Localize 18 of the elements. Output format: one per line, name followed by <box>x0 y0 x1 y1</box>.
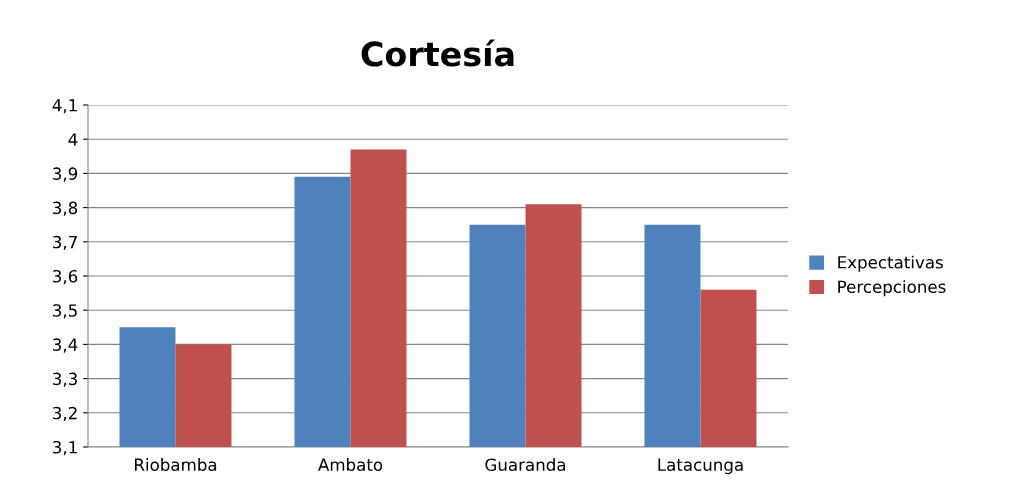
legend-label: Expectativas <box>838 255 943 272</box>
y-tick-label: 3,8 <box>53 201 78 216</box>
x-tick-label: Ambato <box>318 458 383 472</box>
y-tick-label: 3,3 <box>53 372 77 387</box>
y-tick-label: 4 <box>68 133 78 146</box>
x-tick-label: Riobamba <box>135 458 217 472</box>
y-tick-label: 3,2 <box>53 406 77 422</box>
legend-label: Percepciones <box>838 280 946 297</box>
chart-title: Cortesía <box>361 39 514 67</box>
x-tick-label: Latacunga <box>658 458 743 475</box>
x-tick-label: Guaranda <box>485 458 566 472</box>
y-tick-label: 3,6 <box>53 269 78 285</box>
y-tick-label: 3,4 <box>53 338 78 353</box>
y-tick-label: 3,5 <box>53 304 77 319</box>
y-tick-label: 3,1 <box>53 440 77 456</box>
y-tick-label: 4,1 <box>52 99 77 114</box>
y-tick-label: 3,7 <box>53 235 77 251</box>
y-tick-label: 3,9 <box>53 167 78 182</box>
